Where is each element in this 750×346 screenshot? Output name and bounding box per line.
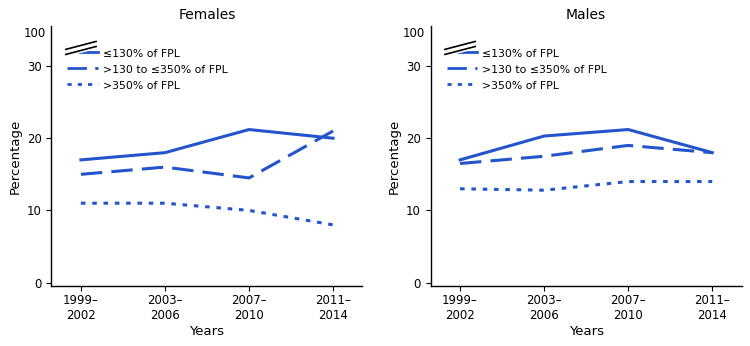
Text: 100: 100 [403, 27, 424, 40]
X-axis label: Years: Years [568, 325, 604, 338]
Legend: ≤130% of FPL, >130 to ≤350% of FPL, >350% of FPL: ≤130% of FPL, >130 to ≤350% of FPL, >350… [442, 43, 611, 95]
Legend: ≤130% of FPL, >130 to ≤350% of FPL, >350% of FPL: ≤130% of FPL, >130 to ≤350% of FPL, >350… [63, 43, 232, 95]
X-axis label: Years: Years [190, 325, 224, 338]
Title: Females: Females [178, 8, 236, 22]
Y-axis label: Percentage: Percentage [388, 119, 400, 194]
Text: 100: 100 [23, 27, 46, 40]
Y-axis label: Percentage: Percentage [8, 119, 21, 194]
Title: Males: Males [566, 8, 606, 22]
